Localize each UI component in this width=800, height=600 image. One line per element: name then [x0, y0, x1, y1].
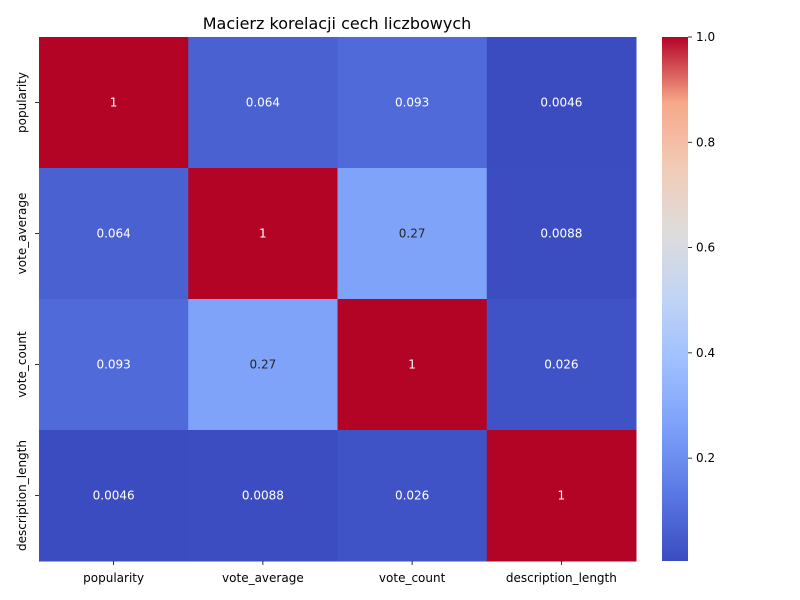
y-tick-label: popularity — [15, 72, 29, 133]
heatmap-cells — [39, 37, 637, 562]
heatmap-cell-label: 0.026 — [544, 358, 578, 372]
heatmap-cell-label: 0.093 — [96, 358, 130, 372]
heatmap-cell-label: 0.0088 — [242, 489, 284, 503]
heatmap-cell — [188, 299, 338, 431]
colorbar-tick-label: 1.0 — [696, 30, 715, 44]
y-tick-label: vote_average — [15, 193, 29, 275]
y-axis: popularity vote_average vote_count descript… — [15, 72, 39, 551]
x-tick-label: popularity — [83, 571, 144, 585]
heatmap-cell-label: 1 — [259, 227, 267, 241]
heatmap-cell — [486, 299, 637, 431]
heatmap-cell — [39, 430, 189, 562]
heatmap-cell-label: 0.0046 — [93, 489, 135, 503]
heatmap-cell — [337, 430, 488, 562]
heatmap-cell-label: 0.27 — [250, 358, 277, 372]
colorbar: 0.2 0.4 0.6 0.8 1.0 — [662, 30, 715, 561]
heatmap-cell — [39, 37, 189, 169]
chart-title: Macierz korelacji cech liczbowych — [203, 14, 472, 33]
heatmap-cell-label: 0.026 — [395, 489, 429, 503]
colorbar-tick-label: 0.4 — [696, 346, 715, 360]
colorbar-ticks: 0.2 0.4 0.6 0.8 1.0 — [688, 30, 715, 465]
heatmap-cell — [39, 299, 189, 431]
heatmap-cell — [486, 37, 637, 169]
colorbar-tick-label: 0.2 — [696, 451, 715, 465]
heatmap-cell — [486, 168, 637, 300]
heatmap-cell — [188, 430, 338, 562]
heatmap-cell — [337, 168, 488, 300]
heatmap-cell-label: 0.27 — [399, 227, 426, 241]
heatmap-cell-labels: 1 0.064 0.093 0.0046 0.064 1 0.27 0.0088 0.093 0.… — [93, 96, 583, 503]
heatmap-cell-label: 1 — [408, 358, 416, 372]
x-tick-label: vote_count — [379, 571, 446, 585]
heatmap-cell-label: 0.064 — [246, 96, 280, 110]
y-tick-label: vote_count — [15, 331, 29, 398]
heatmap-cell-label: 0.064 — [96, 227, 130, 241]
heatmap-cell — [188, 168, 338, 300]
heatmap-cell — [337, 37, 488, 169]
colorbar-tick-label: 0.8 — [696, 135, 715, 149]
heatmap-cell-label: 1 — [110, 96, 118, 110]
heatmap-cell — [486, 430, 637, 562]
colorbar-tick-label: 0.6 — [696, 241, 715, 255]
heatmap-cell — [337, 299, 488, 431]
y-tick-label: description_length — [15, 440, 29, 551]
heatmap-cell — [39, 168, 189, 300]
x-axis: popularity vote_average vote_count descript… — [83, 561, 617, 585]
heatmap-cell-label: 0.093 — [395, 96, 429, 110]
heatmap-cell-label: 0.0088 — [540, 227, 582, 241]
x-tick-label: vote_average — [222, 571, 304, 585]
heatmap-cell — [188, 37, 338, 169]
colorbar-gradient — [662, 37, 688, 561]
heatmap-cell-label: 0.0046 — [540, 96, 582, 110]
x-tick-label: description_length — [506, 571, 617, 585]
heatmap-cell-label: 1 — [558, 489, 566, 503]
